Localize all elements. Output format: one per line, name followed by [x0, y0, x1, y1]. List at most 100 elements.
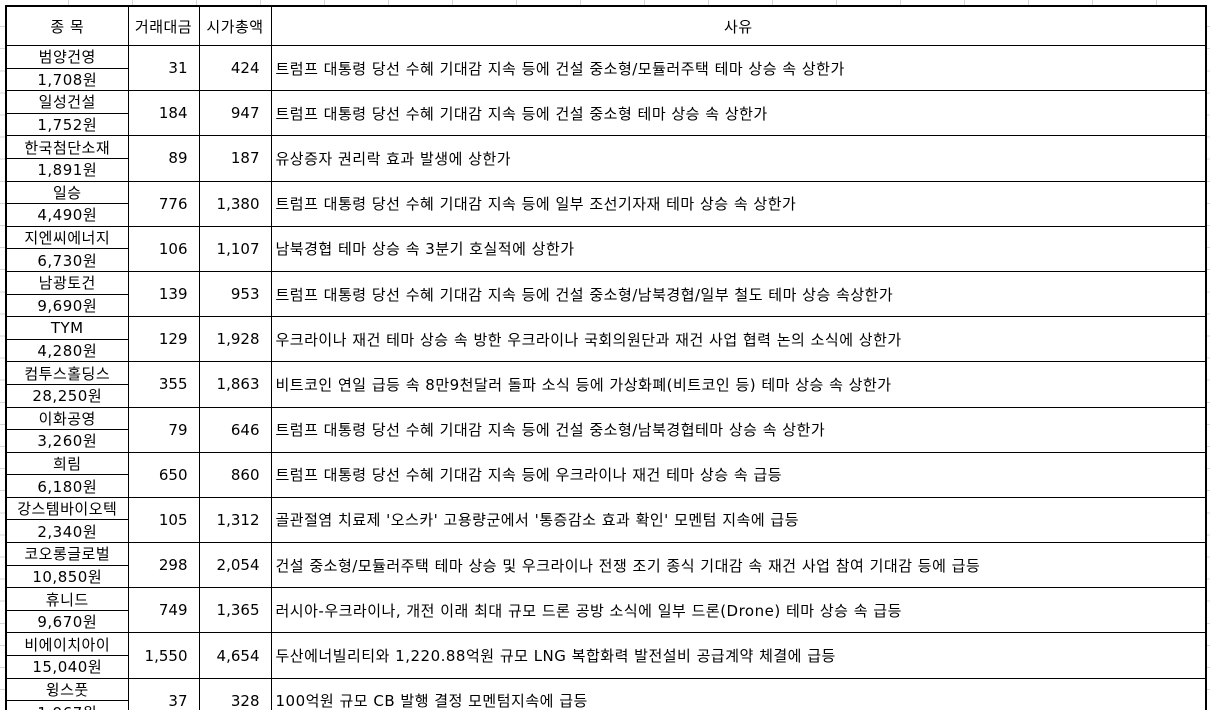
- reason-cell: 100억원 규모 CB 발행 결정 모멘텀지속에 급등: [270, 677, 1207, 710]
- trading-value-cell: 776: [127, 180, 200, 227]
- stock-name-cell: 지엔씨에너지: [5, 225, 129, 250]
- reason-cell: 트럼프 대통령 당선 수혜 기대감 지속 등에 건설 중소형 테마 상승 속 상…: [270, 90, 1207, 137]
- trading-value-cell: 37: [127, 677, 200, 710]
- market-cap-cell: 1,863: [198, 361, 272, 408]
- reason-cell: 트럼프 대통령 당선 수혜 기대감 지속 등에 건설 중소형/모듈러주택 테마 …: [270, 44, 1207, 92]
- stock-row-price-line: 4,490원: [5, 203, 1206, 227]
- stock-name-cell: TYM: [5, 316, 129, 340]
- market-cap-cell: 187: [198, 135, 272, 182]
- stock-row-price-line: 1,967원: [5, 700, 1206, 710]
- stock-row-name-line: 일승 776 1,380 트럼프 대통령 당선 수혜 기대감 지속 등에 일부 …: [5, 180, 1207, 227]
- sheet-gridlines-top: [5, 0, 1210, 5]
- stock-row-name-line: 코오롱글로벌 298 2,054 건설 중소형/모듈러주택 테마 상승 및 우크…: [5, 542, 1207, 589]
- stock-name-cell: 컴투스홀딩스: [5, 361, 129, 385]
- stock-price-cell: 4,280원: [5, 338, 129, 363]
- stock-name-cell: 희림: [5, 451, 129, 476]
- col-header-stock: 종 목: [5, 5, 129, 46]
- stock-price-cell: 1,752원: [5, 112, 129, 137]
- stock-name-cell: 강스템바이오텍: [5, 496, 129, 521]
- reason-cell: 골관절염 치료제 '오스카' 고용량군에서 '통증감소 효과 확인' 모멘텀 지…: [270, 496, 1207, 544]
- trading-value-cell: 105: [127, 496, 200, 544]
- stock-name-cell: 일승: [5, 180, 129, 205]
- stock-price-cell: 3,260원: [5, 429, 129, 453]
- stock-row-name-line: 희림 650 860 트럼프 대통령 당선 수혜 기대감 지속 등에 우크라이나…: [5, 451, 1207, 498]
- stock-row-name-line: 한국첨단소재 89 187 유상증자 권리락 효과 발생에 상한가: [5, 135, 1207, 182]
- stock-price-cell: 1,708원: [5, 67, 129, 92]
- market-cap-cell: 953: [198, 270, 272, 318]
- reason-cell: 트럼프 대통령 당선 수혜 기대감 지속 등에 우크라이나 재건 테마 상승 속…: [270, 451, 1207, 498]
- stock-name-cell: 범양건영: [5, 45, 129, 69]
- stock-price-cell: 1,967원: [5, 700, 129, 710]
- trading-value-cell: 106: [127, 225, 200, 272]
- market-cap-cell: 424: [198, 44, 272, 92]
- stock-row-price-line: 15,040원: [5, 655, 1206, 679]
- stock-table: 종 목 거래대금 시가총액 사유 범양건영 31 424 트럼프 대통령 당선 …: [5, 5, 1207, 710]
- stock-name-cell: 비에이치아이: [5, 632, 129, 657]
- market-cap-cell: 947: [198, 90, 272, 137]
- col-header-market-cap: 시가총액: [198, 5, 272, 46]
- market-cap-cell: 1,928: [198, 316, 272, 363]
- stock-row-price-line: 6,180원: [5, 474, 1206, 498]
- stock-row-name-line: 강스템바이오텍 105 1,312 골관절염 치료제 '오스카' 고용량군에서 …: [5, 496, 1207, 544]
- reason-cell: 트럼프 대통령 당선 수혜 기대감 지속 등에 일부 조선기자재 테마 상승 속…: [270, 180, 1207, 227]
- reason-cell: 건설 중소형/모듈러주택 테마 상승 및 우크라이나 전쟁 조기 종식 기대감 …: [270, 542, 1207, 589]
- market-cap-cell: 646: [198, 406, 272, 453]
- stock-row-price-line: 6,730원: [5, 248, 1206, 272]
- stock-row-price-line: 28,250원: [5, 383, 1206, 408]
- stock-row-name-line: 일성건설 184 947 트럼프 대통령 당선 수혜 기대감 지속 등에 건설 …: [5, 90, 1207, 137]
- market-cap-cell: 328: [198, 677, 272, 710]
- stock-row-price-line: 1,752원: [5, 112, 1206, 137]
- reason-cell: 두산에너빌리티와 1,220.88억원 규모 LNG 복합화력 발전설비 공급계…: [270, 632, 1207, 679]
- sheet-gridlines-right: [1205, 5, 1210, 709]
- trading-value-cell: 31: [127, 44, 200, 92]
- stock-price-cell: 9,690원: [5, 293, 129, 318]
- stock-name-cell: 휴니드: [5, 587, 129, 611]
- reason-cell: 남북경협 테마 상승 속 3분기 호실적에 상한가: [270, 225, 1207, 272]
- trading-value-cell: 184: [127, 90, 200, 137]
- trading-value-cell: 139: [127, 270, 200, 318]
- stock-row-price-line: 4,280원: [5, 338, 1206, 363]
- col-header-trading-value: 거래대금: [127, 5, 200, 46]
- stock-price-cell: 15,040원: [5, 655, 129, 679]
- market-cap-cell: 4,654: [198, 632, 272, 679]
- stock-price-cell: 9,670원: [5, 609, 129, 634]
- stock-row-name-line: 윙스풋 37 328 100억원 규모 CB 발행 결정 모멘텀지속에 급등: [5, 677, 1207, 710]
- stock-row-name-line: 지엔씨에너지 106 1,107 남북경협 테마 상승 속 3분기 호실적에 상…: [5, 225, 1207, 272]
- stock-row-price-line: 9,690원: [5, 293, 1206, 318]
- market-cap-cell: 1,107: [198, 225, 272, 272]
- stock-row-name-line: TYM 129 1,928 우크라이나 재건 테마 상승 속 방한 우크라이나 …: [5, 316, 1207, 363]
- trading-value-cell: 89: [127, 135, 200, 182]
- header-row: 종 목 거래대금 시가총액 사유: [5, 5, 1207, 46]
- stock-price-cell: 28,250원: [5, 383, 129, 408]
- trading-value-cell: 129: [127, 316, 200, 363]
- trading-value-cell: 1,550: [127, 632, 200, 679]
- stock-price-cell: 6,180원: [5, 474, 129, 498]
- sheet-gridlines-left: [0, 5, 5, 709]
- stock-row-price-line: 2,340원: [5, 519, 1206, 544]
- stock-row-name-line: 휴니드 749 1,365 러시아-우크라이나, 개전 이래 최대 규모 드론 …: [5, 587, 1207, 634]
- trading-value-cell: 298: [127, 542, 200, 589]
- market-cap-cell: 1,380: [198, 180, 272, 227]
- reason-cell: 비트코인 연일 급등 속 8만9천달러 돌파 소식 등에 가상화폐(비트코인 등…: [270, 361, 1207, 408]
- trading-value-cell: 79: [127, 406, 200, 453]
- stock-table-body: 범양건영 31 424 트럼프 대통령 당선 수혜 기대감 지속 등에 건설 중…: [5, 44, 1207, 710]
- stock-name-cell: 이화공영: [5, 406, 129, 431]
- trading-value-cell: 355: [127, 361, 200, 408]
- stock-row-price-line: 10,850원: [5, 564, 1206, 589]
- market-cap-cell: 1,312: [198, 496, 272, 544]
- stock-row-name-line: 범양건영 31 424 트럼프 대통령 당선 수혜 기대감 지속 등에 건설 중…: [5, 44, 1207, 92]
- stock-name-cell: 남광토건: [5, 270, 129, 295]
- stock-row-name-line: 비에이치아이 1,550 4,654 두산에너빌리티와 1,220.88억원 규…: [5, 632, 1207, 679]
- trading-value-cell: 749: [127, 587, 200, 634]
- stock-row-name-line: 컴투스홀딩스 355 1,863 비트코인 연일 급등 속 8만9천달러 돌파 …: [5, 361, 1207, 408]
- stock-name-cell: 윙스풋: [5, 677, 129, 702]
- stock-name-cell: 코오롱글로벌: [5, 542, 129, 566]
- stock-name-cell: 일성건설: [5, 90, 129, 114]
- market-cap-cell: 1,365: [198, 587, 272, 634]
- stock-price-cell: 10,850원: [5, 564, 129, 589]
- stock-row-price-line: 1,708원: [5, 67, 1206, 92]
- stock-price-cell: 4,490원: [5, 203, 129, 227]
- reason-cell: 트럼프 대통령 당선 수혜 기대감 지속 등에 건설 중소형/남북경협테마 상승…: [270, 406, 1207, 453]
- reason-cell: 우크라이나 재건 테마 상승 속 방한 우크라이나 국회의원단과 재건 사업 협…: [270, 316, 1207, 363]
